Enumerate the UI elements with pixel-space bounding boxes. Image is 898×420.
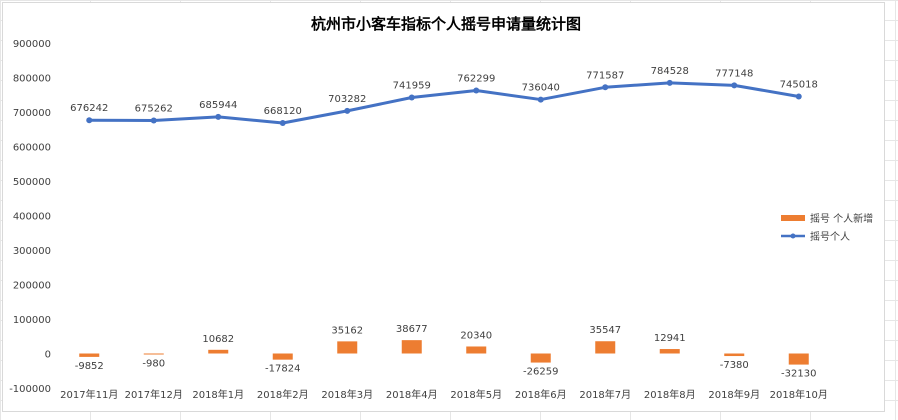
bar bbox=[272, 353, 293, 360]
x-tick-label: 2018年9月 bbox=[708, 388, 760, 401]
y-axis: 900000 800000 700000 600000 500000 400000 3000… bbox=[9, 39, 51, 395]
legend: 摇号 个人新增 摇号个人 bbox=[781, 212, 873, 243]
line-data-label: 703282 bbox=[328, 94, 366, 105]
y-tick-label: 200000 bbox=[13, 281, 51, 292]
bar-data-label: -7380 bbox=[720, 360, 749, 371]
chart-area[interactable]: 杭州市小客车指标个人摇号申请量统计图 900000 800000 700000 600… bbox=[2, 2, 885, 412]
x-tick-label: 2018年10月 bbox=[770, 388, 828, 401]
chart-title: 杭州市小客车指标个人摇号申请量统计图 bbox=[311, 15, 581, 33]
line-data-label: 777148 bbox=[715, 68, 753, 79]
line-data-label: 762299 bbox=[457, 74, 495, 85]
line-point bbox=[215, 113, 222, 120]
bar-data-label: 10682 bbox=[202, 334, 234, 345]
bar bbox=[401, 340, 422, 354]
y-tick-label: 500000 bbox=[13, 177, 51, 188]
chart-canvas: 杭州市小客车指标个人摇号申请量统计图 900000 800000 700000 600… bbox=[9, 15, 873, 401]
line-path bbox=[89, 81, 800, 125]
bar bbox=[595, 341, 616, 354]
line-data-label: 745018 bbox=[780, 79, 818, 90]
line-data-label: 741959 bbox=[393, 81, 431, 92]
y-tick-label: 900000 bbox=[13, 39, 51, 50]
line-point bbox=[473, 87, 480, 94]
bar-data-label: 35162 bbox=[331, 325, 363, 336]
line-point bbox=[795, 93, 802, 100]
bar bbox=[208, 349, 229, 354]
y-tick-label: -100000 bbox=[9, 384, 51, 395]
line-data-label: 676242 bbox=[70, 103, 108, 114]
y-tick-label: 0 bbox=[45, 350, 51, 361]
bar bbox=[659, 349, 680, 354]
bar bbox=[724, 353, 745, 357]
x-tick-label: 2018年6月 bbox=[515, 388, 567, 401]
x-tick-label: 2018年3月 bbox=[321, 388, 373, 401]
line-point bbox=[602, 84, 609, 91]
bar-data-label: 35547 bbox=[589, 325, 621, 336]
line-data-label: 685944 bbox=[199, 100, 237, 111]
legend-swatch-bar bbox=[781, 215, 805, 221]
bar-series: -9852 -980 10682 -17824 35162 38677 20340 -2625… bbox=[75, 324, 817, 379]
bar bbox=[466, 346, 487, 354]
line-series: 676242 675262 685944 668120 703282 741959 7622… bbox=[70, 66, 818, 126]
bar-data-label: -980 bbox=[142, 359, 165, 370]
x-axis: 2017年11月 2017年12月 2018年1月 2018年2月 2018年3月 201… bbox=[60, 388, 828, 401]
line-point bbox=[344, 107, 351, 114]
bar bbox=[79, 353, 100, 357]
bar bbox=[143, 353, 164, 355]
line-data-label: 784528 bbox=[651, 66, 689, 77]
bar bbox=[788, 353, 809, 365]
y-tick-label: 300000 bbox=[13, 246, 51, 257]
line-data-label: 675262 bbox=[135, 104, 173, 115]
y-tick-label: 700000 bbox=[13, 108, 51, 119]
line-point bbox=[731, 82, 738, 89]
x-tick-label: 2018年1月 bbox=[192, 388, 244, 401]
line-point bbox=[86, 117, 93, 124]
line-point bbox=[408, 94, 415, 101]
y-tick-label: 600000 bbox=[13, 143, 51, 154]
bar-data-label: 20340 bbox=[460, 330, 492, 341]
line-point bbox=[150, 117, 157, 124]
bar-data-label: -9852 bbox=[75, 361, 104, 372]
legend-label-bar: 摇号 个人新增 bbox=[810, 212, 873, 225]
line-data-label: 668120 bbox=[264, 106, 302, 117]
bar-data-label: 12941 bbox=[654, 333, 686, 344]
x-tick-label: 2018年8月 bbox=[644, 388, 696, 401]
line-point bbox=[537, 96, 544, 103]
x-tick-label: 2017年11月 bbox=[60, 388, 118, 401]
x-tick-label: 2018年4月 bbox=[386, 388, 438, 401]
bar bbox=[337, 341, 358, 354]
y-tick-label: 400000 bbox=[13, 212, 51, 223]
bar-data-label: -26259 bbox=[523, 367, 558, 378]
x-tick-label: 2018年7月 bbox=[579, 388, 631, 401]
bar-data-label: -32130 bbox=[781, 369, 816, 380]
y-tick-label: 100000 bbox=[13, 315, 51, 326]
line-point bbox=[279, 119, 286, 126]
x-tick-label: 2018年5月 bbox=[450, 388, 502, 401]
bar-data-label: 38677 bbox=[396, 324, 428, 335]
bar bbox=[530, 353, 551, 363]
line-data-label: 771587 bbox=[586, 70, 624, 81]
line-point bbox=[666, 79, 673, 86]
x-tick-label: 2018年2月 bbox=[257, 388, 309, 401]
legend-label-line: 摇号个人 bbox=[810, 230, 850, 243]
y-tick-label: 800000 bbox=[13, 74, 51, 85]
legend-marker-line bbox=[790, 233, 796, 239]
x-tick-label: 2017年12月 bbox=[125, 388, 183, 401]
bar-data-label: -17824 bbox=[265, 364, 300, 375]
line-data-label: 736040 bbox=[522, 83, 560, 94]
